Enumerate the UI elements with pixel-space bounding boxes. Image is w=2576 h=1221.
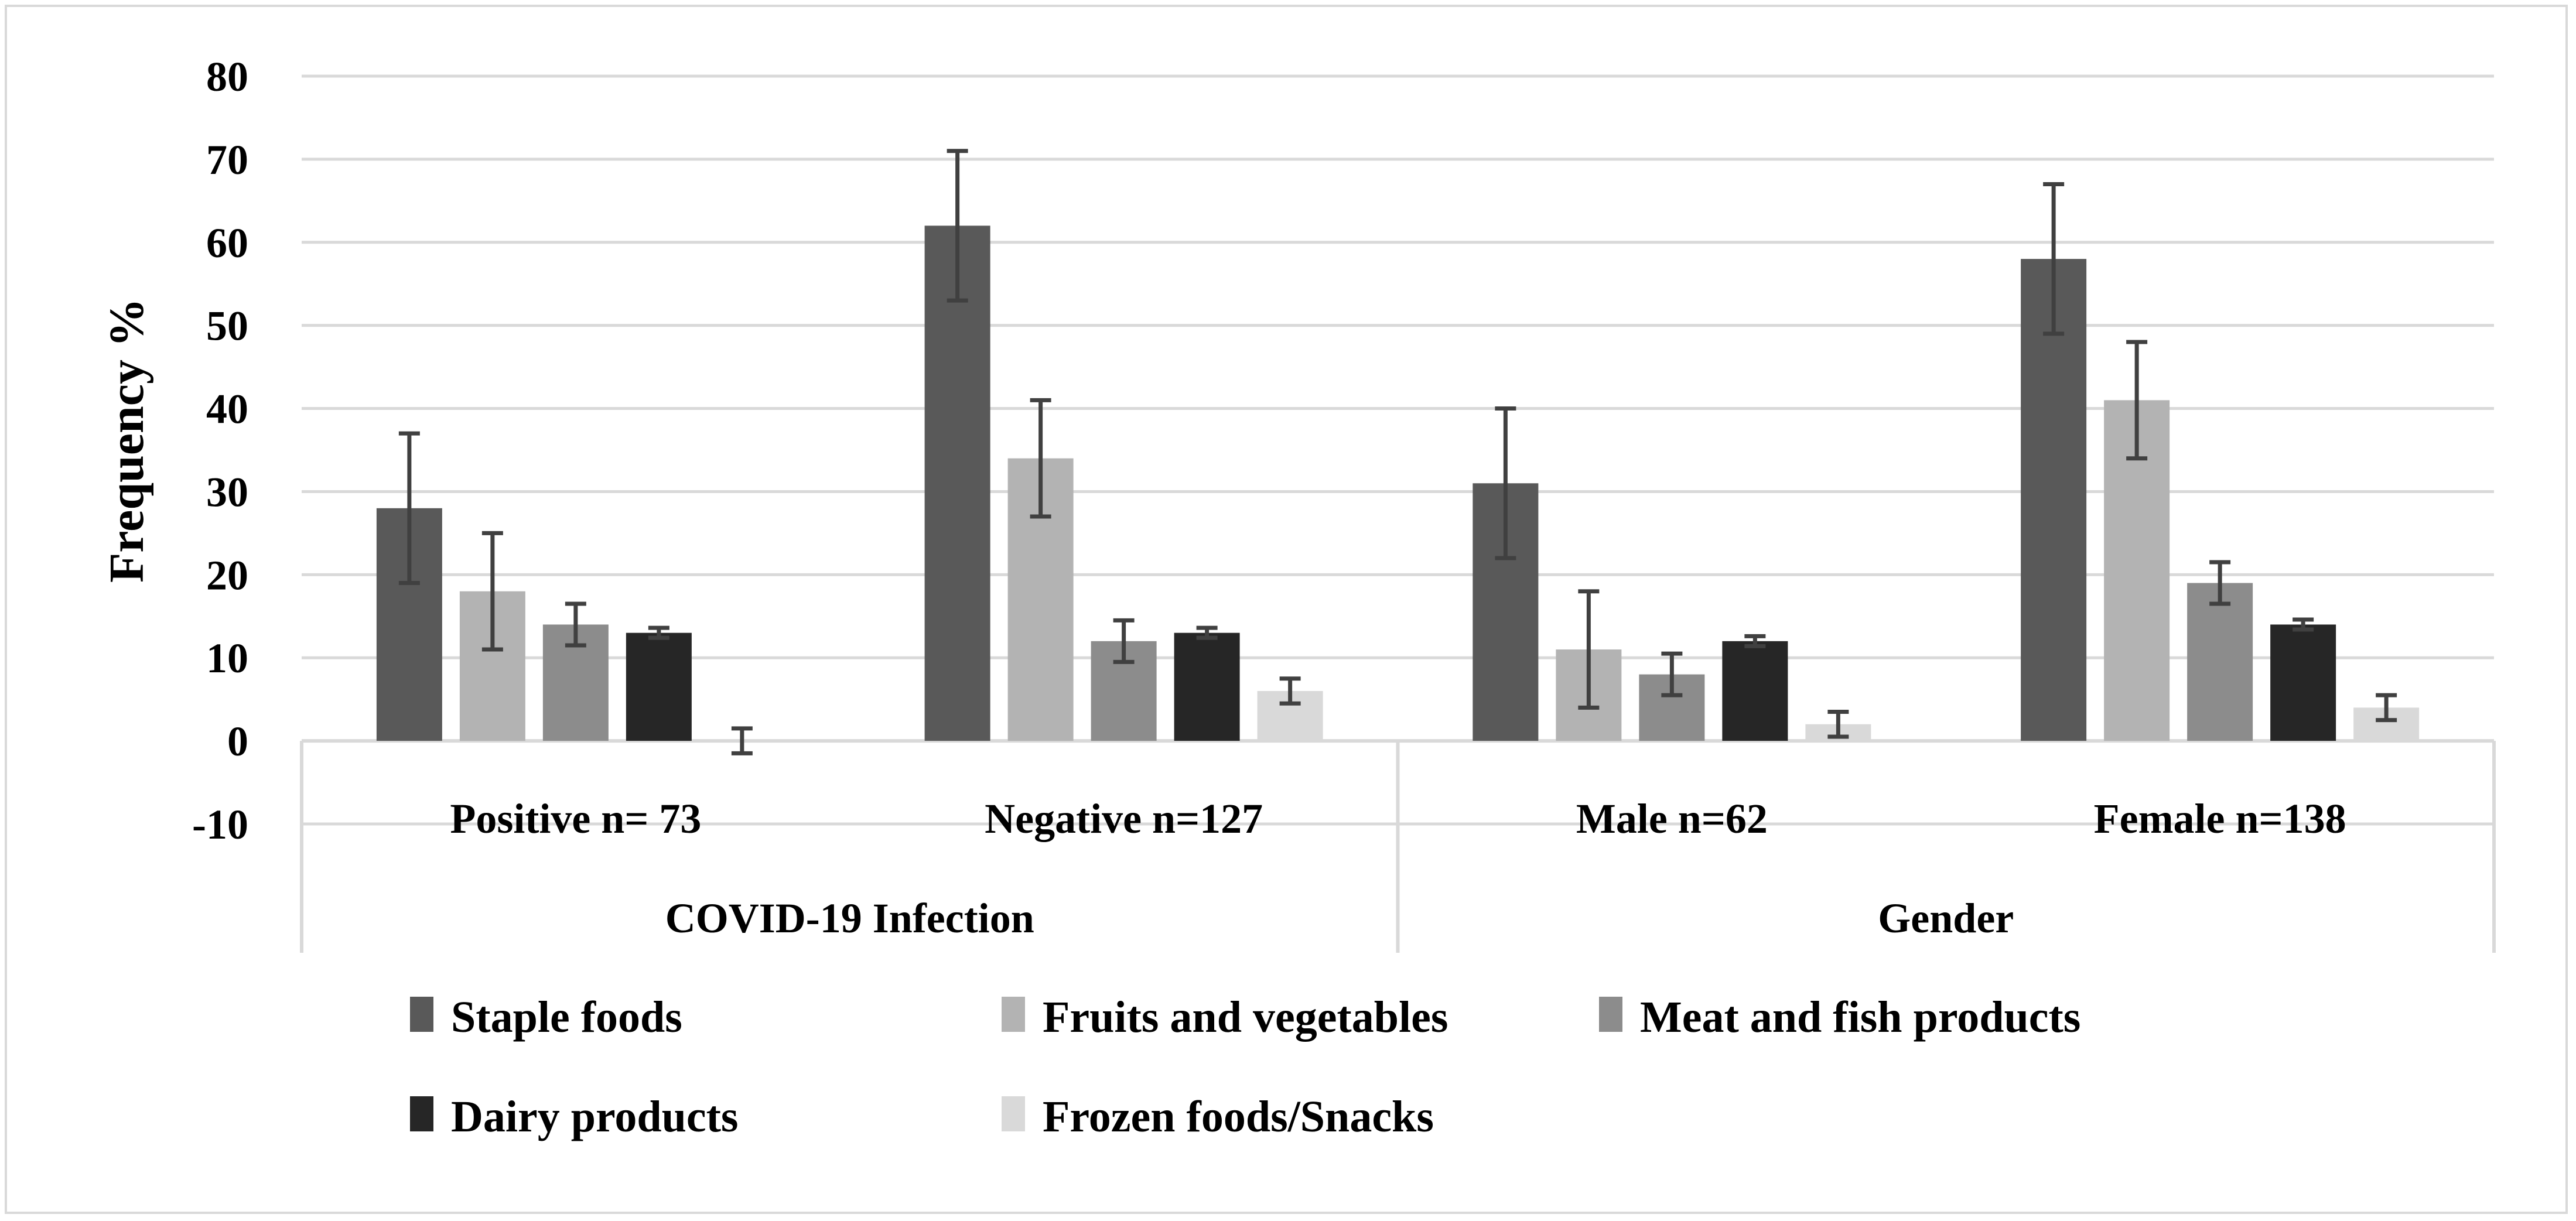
legend-swatch	[410, 1096, 433, 1131]
x-category-label: Negative n=127	[985, 795, 1263, 842]
y-tick-label: 60	[206, 220, 248, 266]
y-axis-label: Frequency %	[100, 298, 154, 583]
bar	[1174, 632, 1240, 741]
y-tick-label: 40	[206, 386, 248, 433]
chart-frame: -10 0 10 20 30 40 50 60 70 80 COVID-19 Infection Ge…	[5, 5, 2568, 1214]
label-layer: -10 0 10 20 30 40 50 60 70 80 COVID-19 Infection Ge…	[192, 53, 2346, 942]
bar	[2187, 583, 2253, 741]
bar	[1722, 641, 1788, 741]
y-tick-label: 70	[206, 136, 248, 183]
legend-label: Staple foods	[451, 993, 682, 1042]
legend-label: Dairy products	[451, 1092, 739, 1141]
x-group-label: COVID-19 Infection	[665, 895, 1034, 942]
x-category-label: Positive n= 73	[450, 795, 701, 842]
bar	[924, 225, 990, 741]
y-tick-label: 80	[206, 53, 248, 100]
legend-swatch	[1599, 997, 1622, 1032]
bar-layer	[376, 149, 2420, 755]
legend-label: Frozen foods/Snacks	[1043, 1092, 1434, 1141]
chart-svg: -10 0 10 20 30 40 50 60 70 80 COVID-19 Infection Ge…	[100, 53, 2496, 1141]
y-tick-label: 50	[206, 303, 248, 350]
legend-swatch	[1002, 1096, 1025, 1131]
y-tick-label: 10	[206, 635, 248, 682]
legend-label: Meat and fish products	[1640, 993, 2080, 1042]
legend-label: Fruits and vegetables	[1043, 993, 1448, 1042]
bar	[2021, 259, 2087, 741]
legend-swatch	[410, 997, 433, 1032]
legend-layer: Staple foods Fruits and vegetables Meat an…	[410, 993, 2080, 1141]
y-tick-label: -10	[192, 801, 248, 848]
bar	[626, 632, 692, 741]
y-tick-label: 30	[206, 468, 248, 515]
x-category-label: Female n=138	[2094, 795, 2346, 842]
axis-layer	[300, 739, 2496, 953]
y-tick-label: 20	[206, 552, 248, 598]
bar	[2270, 624, 2336, 741]
y-tick-label: 0	[227, 718, 248, 765]
x-group-label: Gender	[1878, 895, 2014, 942]
x-category-label: Male n=62	[1576, 795, 1768, 842]
legend-swatch	[1002, 997, 1025, 1032]
